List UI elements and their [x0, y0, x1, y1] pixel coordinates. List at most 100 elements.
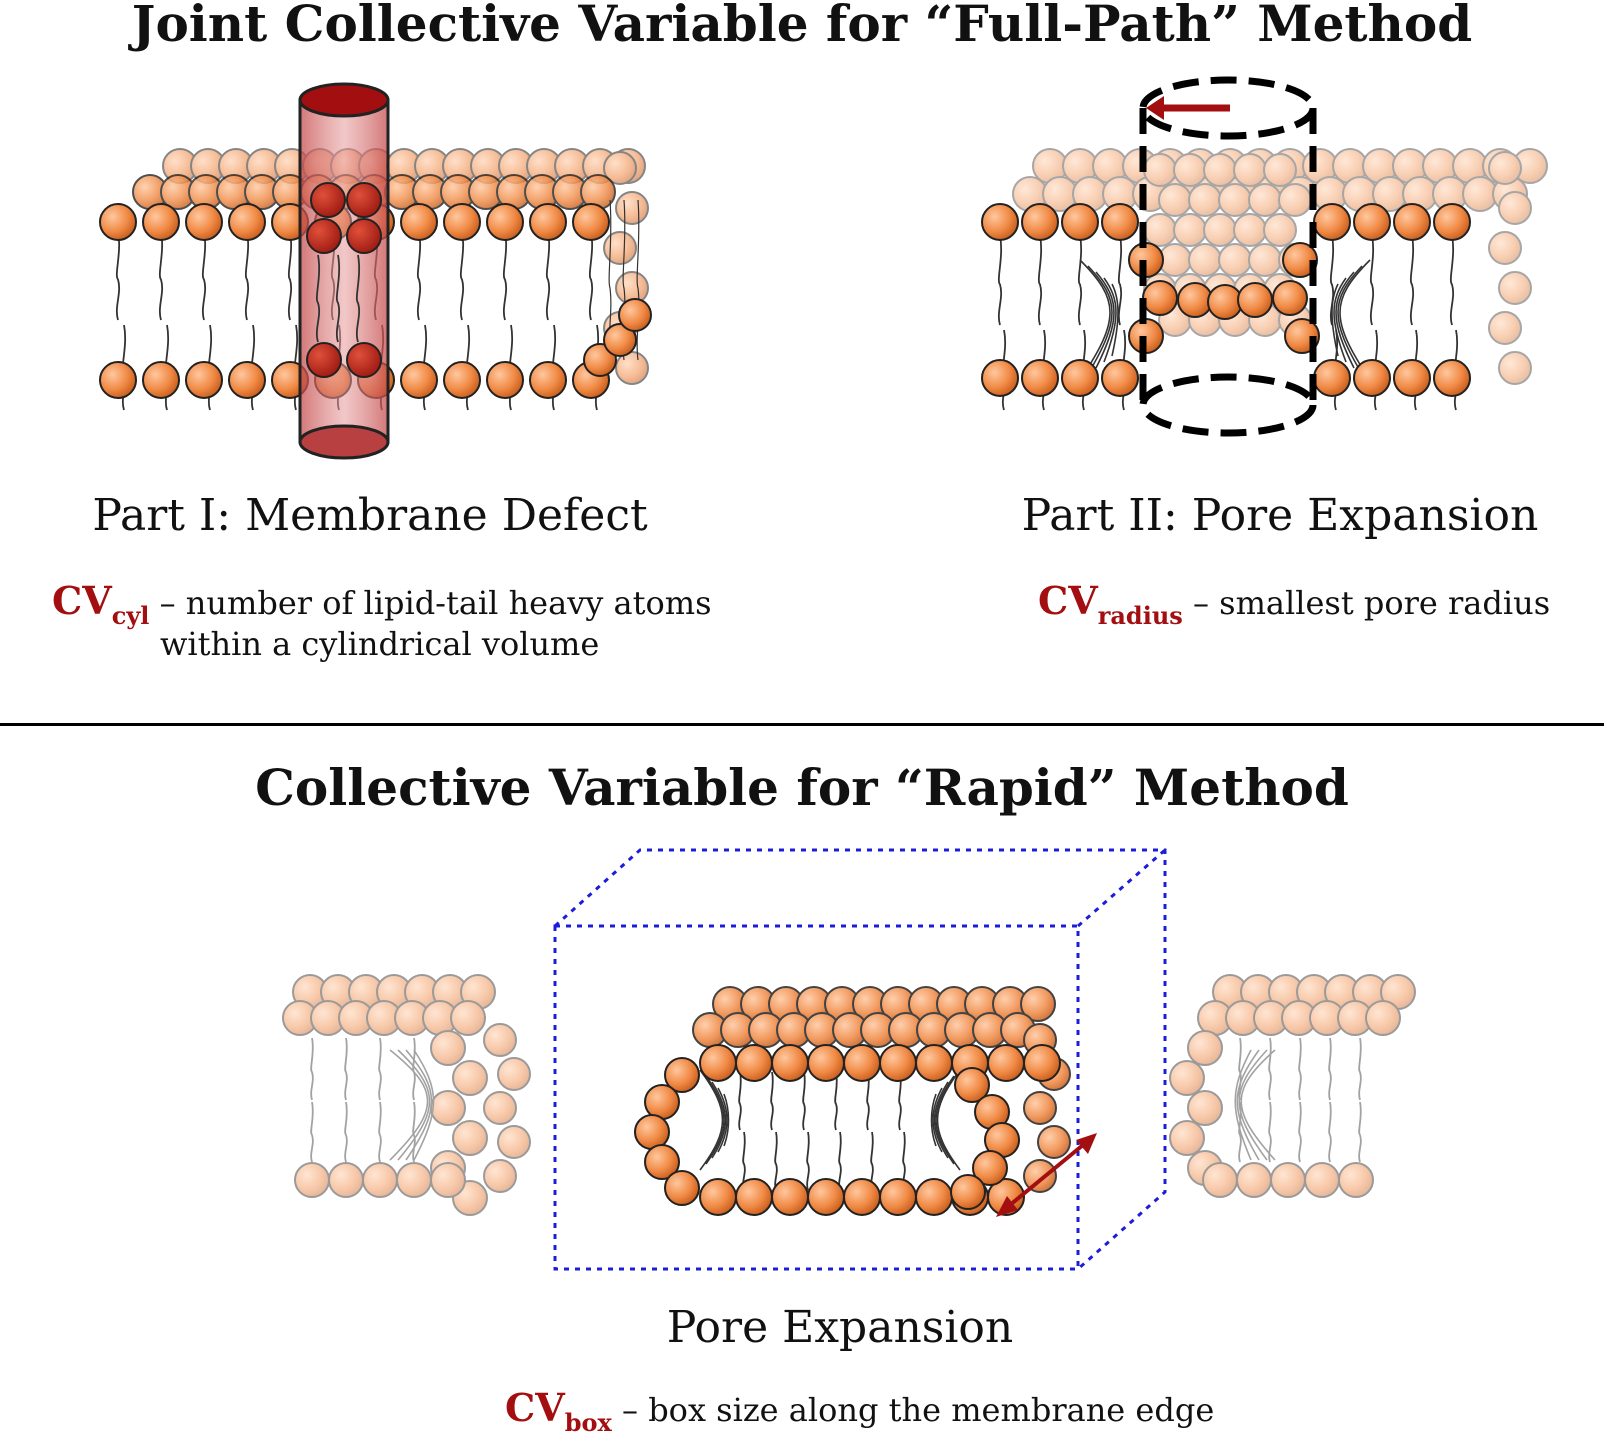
lipid-head — [452, 1060, 488, 1096]
lipid-head — [1158, 183, 1192, 217]
dashed-cylinder — [1139, 76, 1317, 437]
lipid-tail — [413, 1049, 435, 1161]
lipid-head — [1462, 176, 1498, 212]
lipid-head — [644, 1084, 680, 1120]
lipid-head — [346, 218, 382, 254]
lipid-head — [452, 1120, 488, 1156]
lipid-head — [1037, 1125, 1071, 1159]
lipid-head — [807, 1178, 845, 1216]
lipid-head — [981, 203, 1019, 241]
lipid-head — [443, 203, 481, 241]
lipid-head — [142, 203, 180, 241]
lipid-head — [346, 182, 382, 218]
lipid-head — [1278, 183, 1312, 217]
lipid-head — [1218, 243, 1252, 277]
lipid-head — [807, 1044, 845, 1082]
lipid-tail — [416, 229, 422, 321]
lipid-tail — [636, 199, 640, 361]
lipid-tail — [1103, 277, 1117, 363]
lipid-head — [915, 1178, 953, 1216]
lipid-head — [99, 361, 137, 399]
lipid-head — [529, 203, 567, 241]
lipid-head — [603, 323, 637, 357]
lipid-tail — [711, 1081, 727, 1159]
lipid-tail — [355, 254, 361, 343]
lipid-head — [987, 1044, 1025, 1082]
part1-label: Part I: Membrane Defect — [92, 490, 648, 541]
lipid-tail — [310, 1037, 314, 1101]
lipid-head — [1488, 311, 1522, 345]
lipid-tail — [315, 254, 321, 343]
lipid-head — [1203, 153, 1237, 187]
lipid-tail — [1333, 277, 1347, 363]
lipid-head — [1187, 1090, 1223, 1126]
lipid-head — [915, 1044, 953, 1082]
lipid-tail — [933, 1081, 949, 1159]
lipid-head — [1498, 191, 1532, 225]
lipid-head — [294, 1162, 330, 1198]
lipid-head — [664, 1057, 700, 1093]
lipid-tail — [389, 1049, 429, 1161]
lipid-head — [1313, 359, 1351, 397]
lipid-tail — [1358, 1037, 1362, 1101]
lipid-head — [1101, 359, 1139, 397]
lipid-tail — [866, 1071, 870, 1131]
lipid-tail — [1079, 259, 1111, 381]
lipid-tail — [1240, 1049, 1276, 1161]
lipid-head — [306, 342, 342, 378]
lipid-head — [699, 1044, 737, 1082]
lipid-tail — [1335, 271, 1355, 369]
lipid-head — [430, 1162, 466, 1198]
lipid-head — [1338, 1162, 1374, 1198]
lipid-head — [1270, 1162, 1306, 1198]
lipid-head — [1248, 243, 1282, 277]
lipid-head — [1380, 974, 1416, 1010]
lipid-head — [1498, 271, 1532, 305]
lipid-head — [950, 1174, 986, 1210]
lipid-tail — [545, 229, 551, 321]
lipid-head — [1143, 213, 1177, 247]
lipid-head — [954, 1067, 990, 1103]
lipid-head — [1433, 203, 1471, 241]
lipid-head — [400, 203, 438, 241]
lipid-head — [771, 1044, 809, 1082]
lipid-head — [310, 182, 346, 218]
lipid-tail — [1234, 1049, 1252, 1161]
lipid-head — [1188, 183, 1222, 217]
lipid-tail — [1268, 1037, 1272, 1101]
lipid-head — [483, 1159, 517, 1193]
lipid-head — [430, 1030, 466, 1066]
lipid-tail — [774, 1131, 778, 1191]
radius-arrow — [1146, 96, 1230, 120]
lipid-head — [1021, 359, 1059, 397]
lipid-tail — [1238, 1101, 1242, 1163]
cv-box-line: CVbox – box size along the membrane edge — [505, 1385, 1214, 1435]
lipid-tail — [287, 229, 293, 321]
lipid-head — [1263, 213, 1297, 247]
lipid-tail — [310, 1101, 314, 1163]
lipid-head — [735, 1178, 773, 1216]
lipid-tail — [115, 229, 121, 321]
lipid-tail — [244, 229, 250, 321]
lipid-tail — [344, 1037, 348, 1101]
lipid-head — [1207, 284, 1243, 320]
cv-cyl-symbol: CVcyl — [52, 578, 150, 630]
lipid-head — [1021, 203, 1059, 241]
lipid-head — [185, 203, 223, 241]
lipid-head — [1173, 153, 1207, 187]
lipid-head — [664, 1170, 700, 1206]
lipid-tail — [935, 1075, 955, 1165]
lipid-tail — [1087, 265, 1113, 375]
lipid-tail — [932, 1087, 943, 1153]
lipid-tail — [930, 1093, 937, 1147]
cv-cyl-line: CVcyl – number of lipid-tail heavy atoms — [52, 578, 711, 630]
lipid-tail — [1331, 283, 1339, 357]
lipid-head — [1498, 351, 1532, 385]
lipid-head — [879, 1178, 917, 1216]
cv-cyl-description-2: within a cylindrical volume — [160, 625, 600, 663]
lipid-tail — [502, 229, 508, 321]
lipid-head — [1203, 213, 1237, 247]
lipid-tail — [1328, 1101, 1332, 1163]
lipid-head — [306, 218, 342, 254]
lipid-head — [328, 1162, 364, 1198]
